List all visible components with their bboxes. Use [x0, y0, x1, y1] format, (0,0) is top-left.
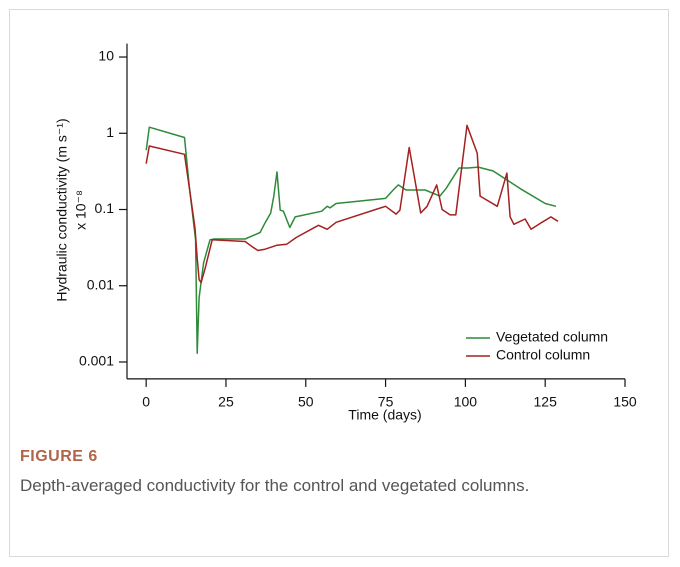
y-tick-label: 10 [98, 48, 114, 64]
y-axis-label: Hydraulic conductivity (m s⁻¹) [54, 118, 70, 301]
legend-label: Control column [496, 347, 590, 363]
x-tick-label: 0 [142, 394, 150, 410]
x-tick-label: 25 [218, 394, 234, 410]
y-axis-scale: x 10⁻⁸ [73, 190, 89, 230]
x-tick-label: 75 [378, 394, 394, 410]
figure-caption: Depth-averaged conductivity for the cont… [20, 476, 530, 495]
legend-label: Vegetated column [496, 329, 608, 345]
figure-card [9, 9, 669, 557]
data-line [145, 124, 559, 284]
x-tick-label: 150 [613, 394, 637, 410]
y-tick-label: 0.1 [95, 200, 115, 216]
figure-label: FIGURE 6 [20, 448, 98, 465]
y-tick-label: 0.001 [79, 353, 114, 369]
x-tick-label: 125 [534, 394, 558, 410]
x-axis-label: Time (days) [348, 407, 421, 423]
y-tick-label: 1 [106, 124, 114, 140]
chart: Time (days) Hydraulic conductivity (m s⁻… [54, 43, 637, 423]
x-tick-label: 100 [454, 394, 478, 410]
y-tick-label: 0.01 [87, 276, 114, 292]
x-tick-label: 50 [298, 394, 314, 410]
data-line [145, 126, 557, 355]
